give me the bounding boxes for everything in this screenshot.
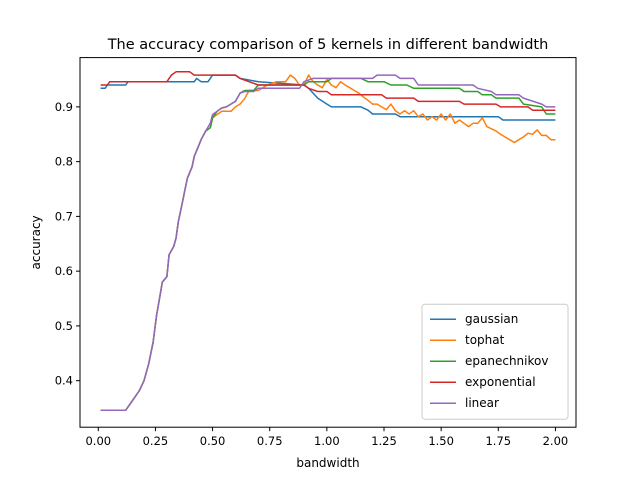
legend-label-gaussian: gaussian	[465, 312, 518, 326]
y-axis-label: accuracy	[29, 215, 43, 269]
axes-frame	[79, 57, 577, 428]
legend-label-epanechnikov: epanechnikov	[465, 354, 548, 368]
axis-ticks: 0.00 0.25 0.50 0.75 1.00 1.25 1.50 1.75 2.00 0.4 0…	[55, 100, 569, 448]
x-tick-label: 1.25	[371, 434, 397, 448]
y-tick-label: 0.7	[55, 209, 73, 223]
x-tick-label: 0.25	[143, 434, 169, 448]
x-tick-label: 1.75	[485, 434, 511, 448]
y-tick-label: 0.8	[55, 155, 73, 169]
legend-label-tophat: tophat	[465, 333, 505, 347]
legend-label-linear: linear	[465, 396, 499, 410]
series-line-linear	[100, 74, 556, 411]
legend-box	[421, 303, 569, 420]
y-tick-label: 0.5	[55, 319, 73, 333]
y-tick-label: 0.4	[55, 374, 73, 388]
x-tick-label: 0.75	[257, 434, 283, 448]
x-axis-label: bandwidth	[296, 456, 359, 470]
legend: gaussian tophat epanechnikov exponential lin…	[421, 303, 569, 420]
x-tick-label: 1.50	[428, 434, 454, 448]
series-line-exponential	[100, 71, 556, 111]
x-tick-label: 0.00	[85, 434, 111, 448]
x-tick-label: 2.00	[543, 434, 569, 448]
chart-title: The accuracy comparison of 5 kernels in …	[107, 37, 549, 53]
plot-area	[100, 71, 556, 411]
y-tick-label: 0.6	[55, 264, 73, 278]
x-tick-label: 1.00	[314, 434, 340, 448]
y-tick-label: 0.9	[55, 100, 73, 114]
x-tick-label: 0.50	[200, 434, 226, 448]
legend-label-exponential: exponential	[465, 375, 536, 389]
